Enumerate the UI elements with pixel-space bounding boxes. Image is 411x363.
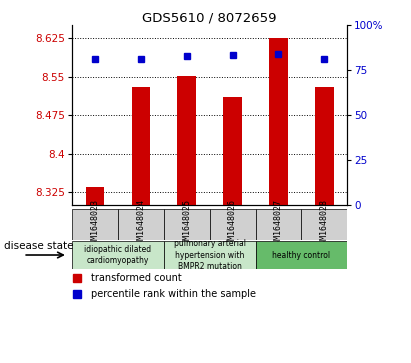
Bar: [256, 241, 347, 269]
Bar: [164, 241, 256, 269]
Title: GDS5610 / 8072659: GDS5610 / 8072659: [142, 11, 277, 24]
Bar: [301, 209, 347, 240]
Text: GSM1648028: GSM1648028: [320, 199, 329, 249]
Text: GSM1648027: GSM1648027: [274, 199, 283, 249]
Bar: [132, 87, 150, 205]
Bar: [178, 76, 196, 205]
Bar: [118, 209, 164, 240]
Text: percentile rank within the sample: percentile rank within the sample: [91, 289, 256, 299]
Text: GSM1648025: GSM1648025: [182, 199, 191, 249]
Text: GSM1648026: GSM1648026: [228, 199, 237, 249]
Bar: [223, 97, 242, 205]
Bar: [164, 209, 210, 240]
Bar: [72, 241, 164, 269]
Text: idiopathic dilated
cardiomyopathy: idiopathic dilated cardiomyopathy: [84, 245, 151, 265]
Text: disease state: disease state: [4, 241, 74, 251]
Bar: [269, 38, 288, 205]
Text: GSM1648023: GSM1648023: [90, 199, 99, 249]
Text: pulmonary arterial
hypertension with
BMPR2 mutation: pulmonary arterial hypertension with BMP…: [173, 240, 246, 270]
Bar: [85, 187, 104, 205]
Text: transformed count: transformed count: [91, 273, 182, 283]
Text: GSM1648024: GSM1648024: [136, 199, 145, 249]
Bar: [256, 209, 301, 240]
Bar: [315, 87, 333, 205]
Text: healthy control: healthy control: [272, 250, 330, 260]
Bar: [210, 209, 256, 240]
Bar: [72, 209, 118, 240]
